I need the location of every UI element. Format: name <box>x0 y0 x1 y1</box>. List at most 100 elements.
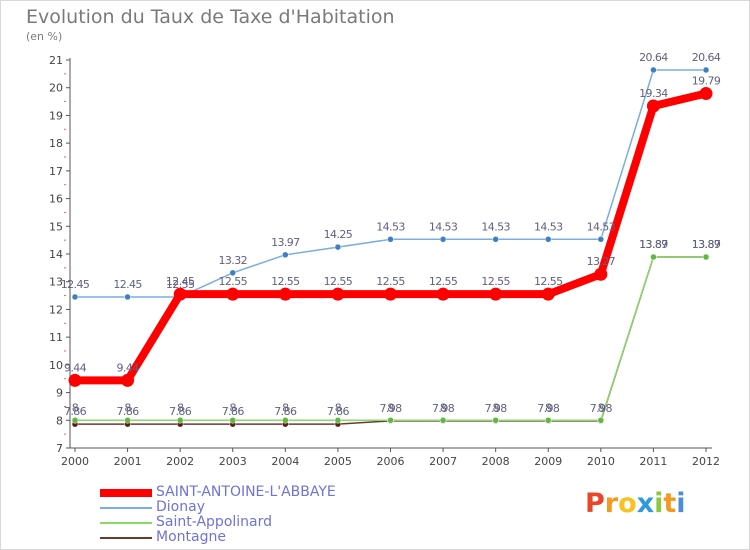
data-label: 12.55 <box>219 275 248 288</box>
chart-subtitle: (en %) <box>26 30 63 43</box>
data-label: 12.55 <box>429 275 458 288</box>
data-point <box>229 269 236 277</box>
data-label: 7.98 <box>590 402 613 415</box>
y-tick-label: 7 <box>56 442 63 455</box>
x-tick-label: 2005 <box>324 455 352 468</box>
data-label: 14.53 <box>481 220 510 233</box>
data-point <box>650 66 657 74</box>
x-tick-label: 2002 <box>166 455 194 468</box>
data-label: 12.45 <box>113 278 142 291</box>
data-label: 7.98 <box>485 402 508 415</box>
y-tick-label: 11 <box>49 331 63 344</box>
data-point <box>226 287 240 301</box>
data-point <box>594 267 608 281</box>
y-tick-label: 15 <box>49 220 63 233</box>
x-tick-label: 2006 <box>377 455 405 468</box>
data-label: 7.86 <box>169 405 192 418</box>
data-point <box>121 373 135 387</box>
data-point <box>124 293 131 301</box>
x-tick-label: 2011 <box>639 455 667 468</box>
x-tick-label: 2008 <box>482 455 510 468</box>
data-point <box>229 417 236 424</box>
legend-swatch <box>100 489 152 497</box>
data-label: 9.44 <box>64 361 87 374</box>
data-label: 14.53 <box>376 220 405 233</box>
data-point <box>545 236 552 243</box>
y-tick-label: 14 <box>49 248 63 261</box>
data-point <box>699 87 713 101</box>
data-point <box>650 253 657 261</box>
data-point <box>71 293 79 301</box>
data-label: 12.55 <box>481 275 510 288</box>
data-point <box>436 287 450 301</box>
data-label: 7.98 <box>432 402 455 415</box>
data-label: 12.45 <box>61 278 90 291</box>
logo-letter: i <box>676 488 686 519</box>
data-label: 8 <box>440 401 447 414</box>
y-tick-label: 16 <box>49 193 63 206</box>
data-point <box>384 287 397 301</box>
data-label: 7.86 <box>274 405 297 418</box>
data-point <box>597 417 605 424</box>
y-tick-label: 17 <box>49 165 63 178</box>
series-markers <box>68 66 713 428</box>
data-point <box>278 287 292 301</box>
data-point <box>492 236 499 243</box>
data-point <box>489 287 503 301</box>
x-tick-label: 2009 <box>534 455 562 468</box>
data-label: 13.87 <box>639 238 668 251</box>
logo-letter: x <box>636 488 655 519</box>
data-label: 20.64 <box>692 51 721 64</box>
data-point <box>173 287 187 301</box>
data-point <box>334 243 342 251</box>
data-point <box>387 236 394 243</box>
data-label: 12.55 <box>166 278 195 291</box>
series-lines <box>75 69 707 425</box>
y-tick-label: 19 <box>49 109 63 122</box>
logo-letter: t <box>663 488 677 519</box>
legend-swatch <box>100 522 152 524</box>
data-label: 13.87 <box>692 238 721 251</box>
x-tick-label: 2000 <box>61 455 89 468</box>
data-label: 7.86 <box>222 405 245 418</box>
data-label: 14.53 <box>534 220 563 233</box>
legend-label: Saint-Appolinard <box>156 514 273 530</box>
proxiti-logo: Proxiti <box>585 488 686 519</box>
data-label: 8 <box>545 401 552 414</box>
x-tick-label: 2004 <box>271 455 299 468</box>
data-label: 8 <box>177 401 184 414</box>
data-label: 7.86 <box>64 405 87 418</box>
legend-label: SAINT-ANTOINE-L'ABBAYE <box>156 484 336 500</box>
logo-letter: i <box>654 488 664 519</box>
y-tick-label: 9 <box>56 387 63 400</box>
data-label: 8 <box>72 401 79 414</box>
y-tick-label: 10 <box>49 359 63 372</box>
data-label: 8 <box>124 401 131 414</box>
data-label: 12.45 <box>166 275 195 288</box>
data-point <box>545 417 552 424</box>
data-label: 14.53 <box>429 220 458 233</box>
data-point <box>597 236 605 243</box>
data-point <box>702 66 710 74</box>
legend-label: Montagne <box>156 529 226 545</box>
legend-swatch <box>100 537 152 539</box>
data-label: 13.89 <box>639 238 668 251</box>
data-label: 19.34 <box>639 87 668 100</box>
y-tick-label: 18 <box>49 137 63 150</box>
data-point <box>702 253 710 261</box>
data-point <box>439 236 447 243</box>
y-tick-label: 20 <box>49 82 63 95</box>
data-label: 14.25 <box>324 228 353 241</box>
legend-label: Dionay <box>156 499 205 515</box>
x-tick-label: 2012 <box>692 455 720 468</box>
data-label: 8 <box>230 401 237 414</box>
x-tick-label: 2001 <box>114 455 142 468</box>
data-label: 7.86 <box>117 405 140 418</box>
data-label: 20.64 <box>639 51 668 64</box>
data-label: 8 <box>335 401 342 414</box>
y-tick-label: 12 <box>49 303 63 316</box>
data-point <box>387 417 394 424</box>
chart-title: Evolution du Taux de Taxe d'Habitation <box>26 6 395 28</box>
